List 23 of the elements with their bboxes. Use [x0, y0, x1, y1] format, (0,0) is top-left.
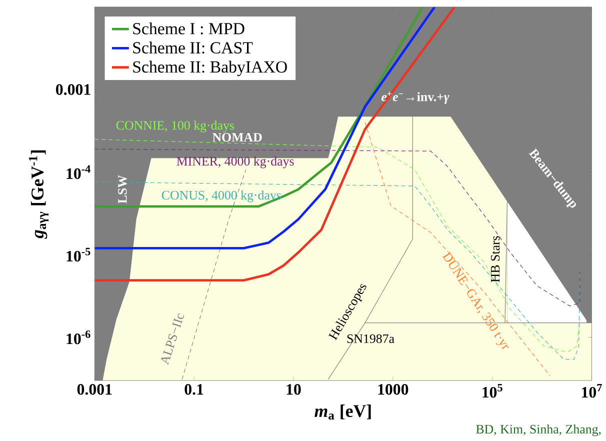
legend-label: Scheme II: CAST: [133, 41, 253, 54]
annotation: e$^{+}$e$^{−}$→inv.+γ: [382, 92, 450, 104]
y-tick-label: 10$^{-6}$: [66, 330, 90, 344]
y-tick-label: 10$^{-4}$: [66, 165, 90, 179]
legend-label: Scheme I : MPD: [133, 22, 244, 34]
annotation: CONNIE, 100 kg·days: [116, 120, 234, 132]
y-tick-label: 0.001: [56, 84, 90, 95]
annotation: LSW: [118, 174, 127, 204]
x-tick-label: 10: [286, 384, 301, 395]
x-tick-label: 10$^{7}$: [582, 384, 602, 398]
x-axis-title: m$_{a}$ [eV]: [314, 404, 371, 420]
text: BD, Kim, Sinha, Zhang,: [476, 424, 601, 436]
annotation: NOMAD: [212, 132, 262, 142]
x-tick-label: 0.001: [77, 384, 112, 395]
x-tick-label: 1000: [378, 384, 408, 395]
legend-label: Scheme II: BabyIAXO: [133, 60, 287, 76]
y-axis-title: g$_{aγγ}$ [GeV$^{-1}$]: [28, 150, 49, 239]
annotation: HB Stars: [490, 236, 500, 282]
y-tick-label: 10$^{-5}$: [66, 248, 90, 262]
x-tick-label: 10$^{5}$: [482, 384, 502, 398]
annotation: MINER, 4000 kg·days: [176, 156, 294, 168]
x-tick-label: 0.1: [184, 384, 204, 395]
annotation: CONUS, 4000 kg·days: [162, 190, 281, 202]
